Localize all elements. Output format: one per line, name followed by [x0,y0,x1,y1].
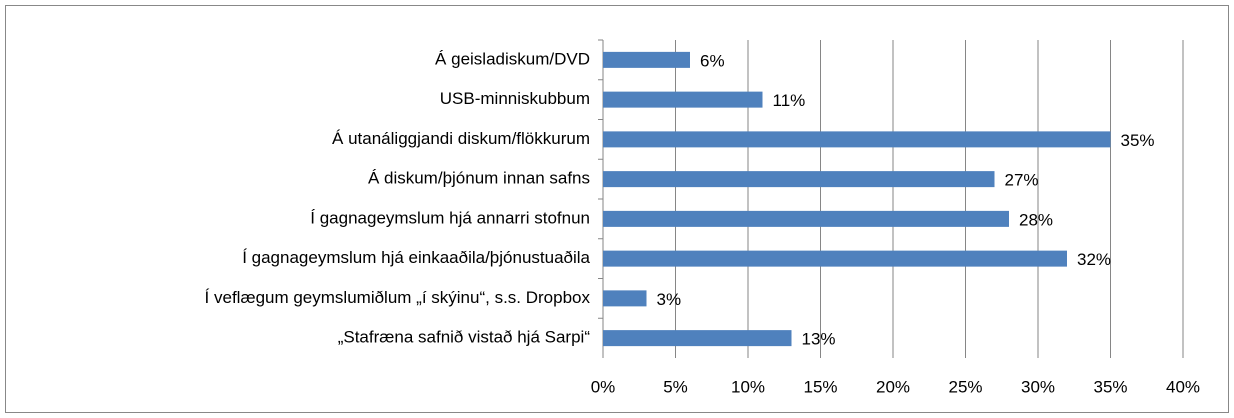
y-tick-label: Á utanáliggjandi diskum/flökkurum [332,129,590,148]
bar [603,210,1009,227]
x-tick-label: 35% [1093,377,1127,396]
bar [603,330,792,347]
x-tick-label: 20% [876,377,910,396]
data-label: 13% [802,330,836,349]
data-label: 6% [700,51,725,70]
y-tick-label: Á geisladiskum/DVD [435,49,590,68]
y-tick-label: USB-minniskubbum [440,89,590,108]
data-label: 32% [1077,250,1111,269]
x-tick-label: 0% [591,377,616,396]
data-label: 27% [1005,171,1039,190]
data-label: 3% [657,290,682,309]
y-tick-label: Í gagnageymslum hjá annarri stofnun [310,208,590,227]
data-label: 11% [773,91,806,110]
bar [603,290,647,307]
data-label: 35% [1121,131,1155,150]
x-tick-label: 5% [663,377,688,396]
y-tick-label: „Stafræna safnið vistað hjá Sarpi“ [338,328,591,347]
x-tick-label: 10% [731,377,765,396]
y-tick-label: Í veflægum geymslumiðlum „í skýinu“, s.s… [205,288,591,307]
y-tick-label: Á diskum/þjónum innan safns [368,169,590,188]
bar [603,51,690,68]
bar [603,171,995,188]
x-tick-label: 40% [1166,377,1200,396]
x-tick-label: 15% [803,377,837,396]
x-tick-label: 25% [948,377,982,396]
data-label: 28% [1019,210,1053,229]
y-tick-label: Í gagnageymslum hjá einkaaðila/þjónustua… [242,248,590,267]
bar [603,131,1111,148]
x-tick-label: 30% [1021,377,1055,396]
bar [603,91,763,108]
bar [603,250,1067,267]
